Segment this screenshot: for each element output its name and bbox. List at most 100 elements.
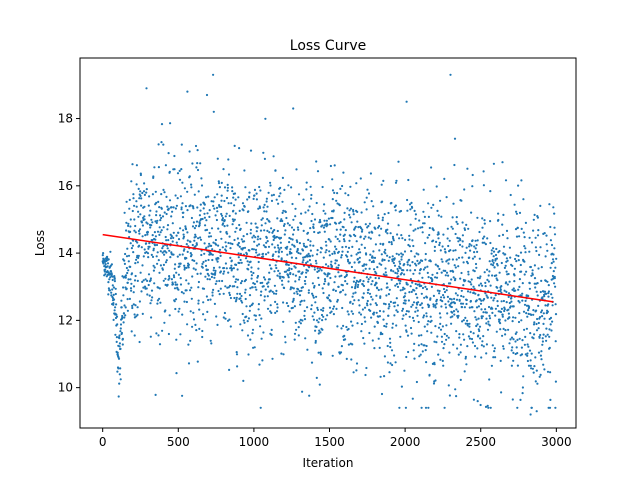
data-point [127, 222, 130, 225]
data-point [276, 306, 279, 309]
data-point [331, 252, 334, 255]
data-point [453, 163, 456, 167]
data-point [365, 253, 368, 256]
data-point [396, 304, 399, 307]
data-point [399, 279, 402, 282]
data-point [466, 324, 469, 327]
data-point [140, 290, 143, 293]
data-point [353, 299, 356, 302]
data-point [244, 291, 247, 294]
data-point [539, 354, 543, 357]
data-point [479, 282, 482, 285]
data-point [260, 290, 263, 293]
data-point [385, 294, 388, 297]
data-point [248, 196, 251, 199]
data-point [345, 273, 348, 276]
data-point [540, 309, 544, 312]
data-point [411, 316, 415, 319]
data-point [207, 245, 210, 248]
data-point [520, 179, 523, 182]
data-point [139, 173, 142, 177]
data-point [122, 286, 125, 289]
data-point [243, 321, 246, 324]
data-point [447, 300, 450, 303]
data-point [312, 223, 315, 226]
data-point [263, 295, 266, 298]
data-point [212, 288, 215, 291]
data-point [253, 282, 256, 286]
data-point [349, 300, 352, 303]
data-point [433, 340, 436, 343]
data-point [314, 301, 317, 304]
data-point [517, 259, 520, 262]
data-point [307, 209, 310, 212]
data-point [168, 249, 171, 252]
data-point [139, 213, 142, 216]
data-point [380, 263, 383, 266]
data-point [325, 244, 328, 247]
data-point [112, 286, 115, 289]
data-point [113, 275, 116, 278]
data-point [176, 197, 179, 200]
data-point [260, 218, 263, 221]
data-point [489, 406, 492, 409]
data-point [378, 249, 381, 252]
data-point [373, 268, 376, 271]
data-point [133, 204, 136, 207]
data-point [145, 191, 148, 194]
data-point [419, 353, 422, 356]
data-point [213, 273, 217, 276]
data-point [539, 246, 542, 249]
data-point [118, 342, 121, 345]
data-point [130, 330, 133, 333]
data-point [504, 333, 507, 336]
data-point [383, 213, 386, 216]
data-point [235, 278, 238, 281]
data-point [469, 299, 472, 303]
data-point [452, 202, 455, 205]
data-point [307, 238, 310, 241]
data-point [183, 187, 186, 190]
data-point [208, 215, 211, 218]
data-point [280, 218, 283, 221]
data-point [451, 216, 454, 219]
data-point [321, 319, 324, 322]
data-point [496, 300, 499, 303]
data-point [552, 260, 555, 263]
data-point [277, 255, 280, 258]
data-point [222, 292, 225, 295]
data-point [387, 259, 390, 262]
data-point [396, 272, 399, 275]
data-point [527, 294, 530, 298]
data-point [423, 215, 426, 218]
data-point [535, 249, 538, 253]
data-point [205, 295, 208, 298]
data-point [418, 261, 421, 264]
data-point [264, 117, 267, 120]
data-point [323, 230, 326, 233]
data-point [391, 322, 394, 325]
data-point [312, 296, 315, 299]
data-point [534, 380, 537, 383]
data-point [359, 313, 363, 316]
data-point [141, 191, 144, 195]
data-point [376, 321, 379, 324]
data-point [162, 263, 165, 266]
data-point [519, 398, 522, 401]
data-point [542, 333, 545, 336]
data-point [261, 252, 265, 255]
data-point [174, 263, 177, 266]
data-point [146, 231, 149, 234]
data-point [487, 274, 490, 277]
data-point [213, 276, 216, 279]
data-point [155, 214, 158, 217]
x-tick-label: 0 [99, 435, 107, 449]
data-point [433, 245, 436, 248]
data-point [425, 288, 428, 291]
data-point [282, 224, 286, 227]
data-point [156, 299, 159, 302]
data-point [411, 261, 414, 264]
data-point [529, 265, 533, 269]
data-point [374, 270, 377, 273]
data-point [201, 262, 204, 265]
